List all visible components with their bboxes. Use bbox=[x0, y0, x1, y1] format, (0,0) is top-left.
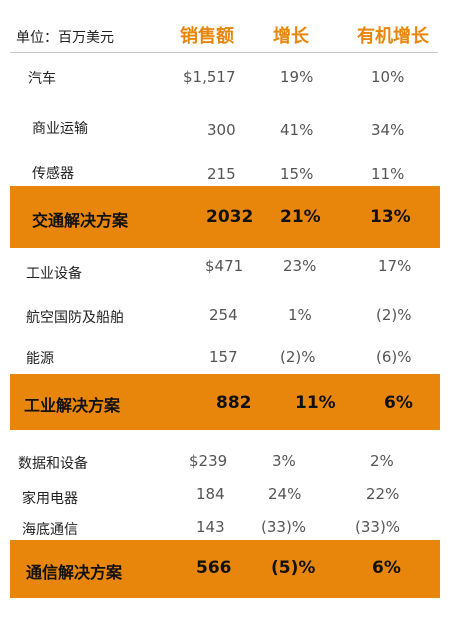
row-sales: 143 bbox=[196, 518, 225, 536]
row-organic: (2)% bbox=[376, 306, 412, 324]
row-organic: (33)% bbox=[355, 518, 401, 536]
row-growth: 15% bbox=[280, 165, 314, 183]
row-label: 传感器 bbox=[32, 166, 74, 182]
row-growth: 19% bbox=[280, 68, 314, 86]
row-sales: $1,517 bbox=[183, 68, 236, 86]
row-label: 商业运输 bbox=[32, 121, 88, 137]
column-header-organic-growth: 有机增长 bbox=[357, 26, 429, 47]
unit-label: 单位：百万美元 bbox=[16, 30, 114, 46]
row-label: 海底通信 bbox=[22, 522, 78, 538]
row-growth: 24% bbox=[268, 485, 302, 503]
row-label: 能源 bbox=[26, 351, 54, 367]
total-growth: (5)% bbox=[271, 558, 316, 578]
total-sales: 566 bbox=[196, 558, 232, 578]
row-organic: 34% bbox=[371, 121, 405, 139]
total-organic: 6% bbox=[384, 393, 413, 413]
total-growth: 11% bbox=[295, 393, 336, 413]
row-sales: 157 bbox=[209, 348, 238, 366]
row-organic: 10% bbox=[371, 68, 405, 86]
transport-total-band bbox=[10, 186, 440, 248]
header-divider bbox=[10, 52, 438, 53]
row-sales: $471 bbox=[205, 257, 244, 275]
row-sales: $239 bbox=[189, 452, 228, 470]
column-header-growth: 增长 bbox=[273, 26, 309, 47]
column-header-sales: 销售额 bbox=[180, 26, 234, 47]
communications-total-band bbox=[10, 540, 440, 598]
total-label: 交通解决方案 bbox=[32, 211, 129, 230]
industrial-total-band bbox=[10, 374, 440, 430]
row-growth: (2)% bbox=[280, 348, 316, 366]
total-label: 通信解决方案 bbox=[26, 563, 123, 582]
row-growth: 1% bbox=[288, 306, 312, 324]
row-growth: 23% bbox=[283, 257, 317, 275]
row-organic: 17% bbox=[378, 257, 412, 275]
row-organic: 2% bbox=[370, 452, 394, 470]
row-label: 工业设备 bbox=[26, 266, 82, 282]
row-growth: 41% bbox=[280, 121, 314, 139]
total-sales: 2032 bbox=[206, 207, 254, 227]
row-organic: (6)% bbox=[376, 348, 412, 366]
total-label: 工业解决方案 bbox=[24, 396, 121, 415]
row-label: 家用电器 bbox=[22, 491, 78, 507]
row-sales: 215 bbox=[207, 165, 236, 183]
row-sales: 300 bbox=[207, 121, 236, 139]
row-organic: 11% bbox=[371, 165, 405, 183]
total-organic: 13% bbox=[370, 207, 411, 227]
row-sales: 254 bbox=[209, 306, 238, 324]
row-label: 航空国防及船舶 bbox=[26, 310, 124, 326]
row-sales: 184 bbox=[196, 485, 225, 503]
row-label: 数据和设备 bbox=[18, 456, 88, 472]
row-growth: (33)% bbox=[261, 518, 307, 536]
total-growth: 21% bbox=[280, 207, 321, 227]
row-label: 汽车 bbox=[28, 71, 56, 87]
total-organic: 6% bbox=[372, 558, 401, 578]
row-growth: 3% bbox=[272, 452, 296, 470]
total-sales: 882 bbox=[216, 393, 252, 413]
row-organic: 22% bbox=[366, 485, 400, 503]
